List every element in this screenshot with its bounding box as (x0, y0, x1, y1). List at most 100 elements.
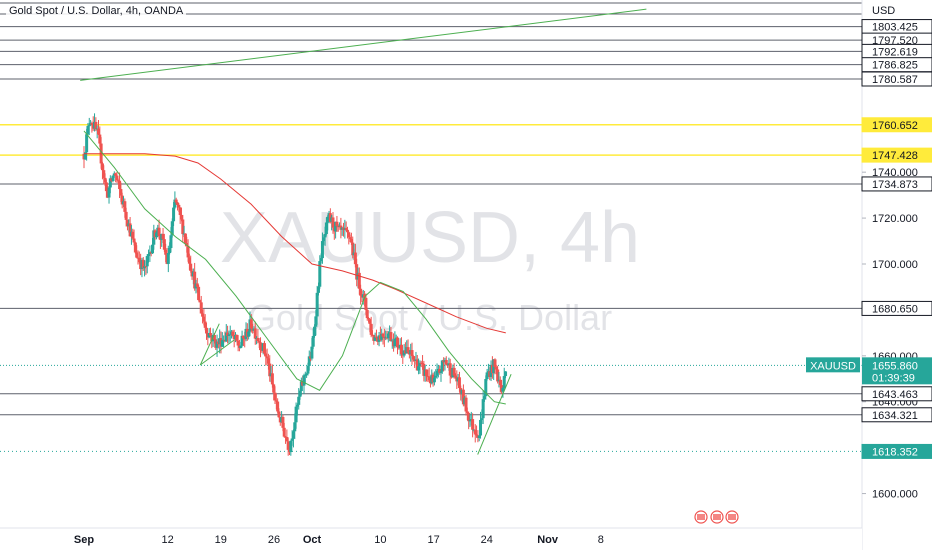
candle-body (257, 341, 261, 343)
level-badge[interactable] (861, 176, 932, 192)
candle-body (485, 372, 489, 380)
candle-body (120, 195, 124, 205)
level-badge[interactable] (861, 407, 932, 423)
candle-body (166, 253, 170, 264)
candle-body (272, 384, 276, 393)
candle-body (457, 377, 461, 389)
candle-body (475, 434, 479, 436)
trendline[interactable] (80, 8, 647, 81)
level-badge[interactable] (861, 300, 932, 316)
level-badge[interactable] (861, 443, 932, 459)
candle-body (365, 309, 369, 319)
candle-body (480, 418, 484, 420)
candle-body (465, 411, 469, 414)
candle-body (418, 362, 422, 367)
level-badge[interactable] (861, 71, 932, 87)
candle-body (185, 243, 189, 246)
candle-body (285, 436, 289, 442)
candle-body (367, 318, 371, 320)
candle-body (141, 259, 145, 269)
candle-body (240, 335, 244, 346)
candle-body (226, 332, 230, 337)
candle-body (286, 441, 290, 450)
candle-body (83, 152, 87, 160)
trendline[interactable] (477, 373, 512, 455)
candle-body (178, 207, 182, 216)
candle-body (434, 375, 438, 378)
candle-body (124, 211, 128, 220)
candle-body (125, 219, 129, 227)
x-tick-label: 10 (374, 534, 386, 546)
candle-body (399, 344, 403, 355)
candle-body (235, 334, 239, 341)
candle-body (293, 422, 297, 432)
candle-body (448, 363, 452, 376)
candle-body (116, 180, 120, 182)
trendline[interactable] (199, 339, 235, 366)
chart-legend: Gold Spot / U.S. Dollar, 4h, OANDA (6, 4, 187, 18)
candle-body (107, 187, 111, 198)
candle-body (302, 375, 306, 386)
candle-body (212, 334, 216, 340)
level-badge[interactable] (861, 147, 932, 163)
candle-body (334, 221, 338, 232)
candle-body (344, 228, 348, 230)
symbol-badge-label: XAUUSD (810, 360, 856, 372)
candle-body (256, 337, 260, 342)
candle-body (496, 369, 500, 382)
watermark-symbol: XAUUSD, 4h (220, 198, 640, 278)
candle-body (202, 316, 206, 322)
level-badge-label: 1760.652 (872, 120, 918, 132)
candle-body (417, 366, 421, 371)
candle-body (479, 419, 483, 436)
candle-body (128, 223, 132, 237)
candle-body (183, 233, 187, 244)
candle-body (236, 340, 240, 346)
candle-body (482, 396, 486, 400)
candle-body (494, 367, 498, 370)
current-price-value: 1655.860 (872, 360, 918, 372)
candle-body (348, 237, 352, 240)
candle-body (277, 411, 281, 418)
current-price-badge[interactable] (862, 357, 932, 385)
candle-body (270, 373, 274, 385)
trendline[interactable] (199, 323, 220, 366)
candle-body (137, 257, 141, 263)
candle-body (307, 356, 311, 366)
event-flag-icon (713, 514, 721, 520)
candle-body (468, 420, 472, 422)
candle-body (135, 252, 139, 258)
candle-body (203, 321, 207, 328)
candle-body (464, 397, 468, 412)
candle-body (299, 381, 303, 392)
candle-body (281, 416, 285, 428)
moving-average-fast (83, 130, 506, 405)
time-axis[interactable] (0, 528, 862, 550)
candle-body (355, 264, 359, 280)
candle-body (477, 435, 481, 439)
level-badge[interactable] (861, 117, 932, 133)
candle-body (289, 440, 293, 453)
level-badge-label: 1643.463 (872, 389, 918, 401)
candle-body (86, 126, 90, 135)
candle-body (228, 334, 232, 336)
symbol-badge[interactable] (806, 357, 860, 373)
candle-body (102, 170, 106, 178)
candle-body (111, 175, 115, 181)
candle-body (87, 125, 91, 127)
candle-body (195, 283, 199, 287)
candle-body (471, 419, 475, 430)
candle-body (369, 323, 373, 335)
level-badge-label: 1734.873 (872, 179, 918, 191)
candle-body (316, 286, 320, 293)
candle-body (381, 333, 385, 337)
x-tick-label: 24 (481, 534, 493, 546)
level-badge[interactable] (861, 386, 932, 402)
event-flag-icon (697, 514, 705, 520)
y-tick-label: 1740.000 (872, 167, 918, 179)
candle-body (504, 371, 508, 377)
candle-body (425, 369, 429, 377)
